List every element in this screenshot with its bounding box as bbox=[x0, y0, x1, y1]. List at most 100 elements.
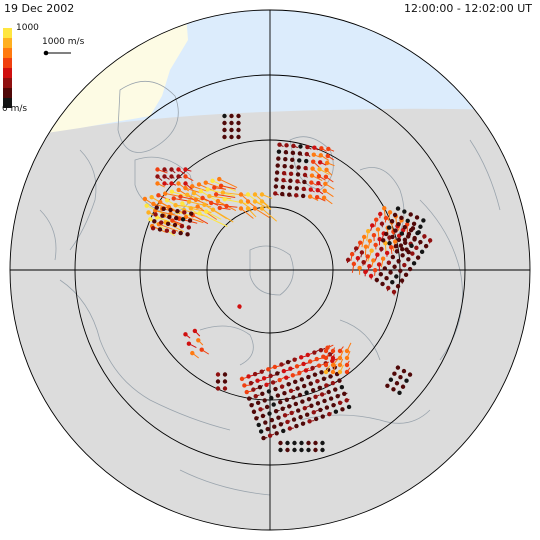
vector-dot bbox=[229, 114, 233, 118]
vector-dot bbox=[148, 217, 152, 221]
vector-dot bbox=[294, 424, 298, 428]
velocity-vector bbox=[181, 217, 185, 221]
vector-dot bbox=[181, 217, 185, 221]
vector-dot bbox=[400, 231, 404, 235]
vector-dot bbox=[236, 128, 240, 132]
vector-dot bbox=[277, 378, 281, 382]
velocity-vector bbox=[400, 253, 404, 257]
vector-dot bbox=[325, 161, 329, 165]
vector-dot bbox=[256, 401, 260, 405]
velocity-vector bbox=[282, 164, 286, 168]
vector-dot bbox=[394, 244, 398, 248]
velocity-vector bbox=[300, 377, 304, 381]
vector-dot bbox=[374, 218, 378, 222]
vector-dot bbox=[373, 243, 377, 247]
vector-dot bbox=[155, 167, 159, 171]
velocity-vector bbox=[400, 231, 404, 235]
vector-dot bbox=[252, 410, 256, 414]
vector-dot bbox=[328, 374, 332, 378]
vector-dot bbox=[297, 371, 301, 375]
velocity-vector bbox=[178, 231, 182, 235]
velocity-vector bbox=[285, 448, 289, 452]
vector-dot bbox=[406, 250, 410, 254]
velocity-vector bbox=[252, 410, 256, 414]
vector-dot bbox=[251, 387, 255, 391]
velocity-vector bbox=[222, 121, 226, 125]
velocity-vector bbox=[398, 375, 402, 379]
velocity-vector bbox=[289, 165, 293, 169]
vector-dot bbox=[223, 386, 227, 390]
vector-dot bbox=[301, 362, 305, 366]
vector-dot bbox=[282, 391, 286, 395]
velocity-vector bbox=[313, 448, 317, 452]
vector-dot bbox=[161, 207, 165, 211]
velocity-vector bbox=[334, 410, 338, 414]
vector-dot bbox=[294, 193, 298, 197]
vector-dot bbox=[217, 177, 221, 181]
vector-dot bbox=[322, 399, 326, 403]
vector-dot bbox=[197, 182, 201, 186]
vector-dot bbox=[173, 203, 177, 207]
vector-dot bbox=[319, 348, 323, 352]
vector-dot bbox=[424, 244, 428, 248]
velocity-vector bbox=[402, 209, 406, 213]
vector-dot bbox=[295, 179, 299, 183]
velocity-vector bbox=[229, 114, 233, 118]
vector-dot bbox=[384, 276, 388, 280]
time-range-label: 12:00:00 - 12:02:00 UT bbox=[404, 2, 532, 15]
velocity-vector bbox=[152, 219, 156, 223]
vector-dot bbox=[402, 369, 406, 373]
vector-dot bbox=[409, 212, 413, 216]
vector-dot bbox=[310, 166, 314, 170]
vector-dot bbox=[299, 441, 303, 445]
vector-dot bbox=[274, 409, 278, 413]
vector-dot bbox=[288, 366, 292, 370]
velocity-vector bbox=[340, 407, 344, 411]
velocity-vector bbox=[340, 385, 344, 389]
vector-dot bbox=[172, 196, 176, 200]
vector-dot bbox=[340, 385, 344, 389]
vector-dot bbox=[177, 188, 181, 192]
vector-dot bbox=[172, 230, 176, 234]
vector-dot bbox=[388, 270, 392, 274]
velocity-vector bbox=[397, 391, 401, 395]
vector-dot bbox=[158, 200, 162, 204]
velocity-vector bbox=[277, 149, 281, 153]
vector-dot bbox=[236, 114, 240, 118]
vector-dot bbox=[295, 364, 299, 368]
velocity-vector bbox=[280, 384, 284, 388]
vector-dot bbox=[313, 448, 317, 452]
scale-segment bbox=[3, 68, 12, 78]
vector-dot bbox=[401, 385, 405, 389]
velocity-vector bbox=[403, 241, 407, 245]
vector-dot bbox=[204, 180, 208, 184]
velocity-vector bbox=[412, 222, 416, 226]
vector-dot bbox=[376, 227, 380, 231]
velocity-vector bbox=[406, 234, 410, 238]
vector-dot bbox=[320, 448, 324, 452]
vector-dot bbox=[260, 392, 264, 396]
vector-dot bbox=[271, 380, 275, 384]
vector-dot bbox=[378, 212, 382, 216]
vector-dot bbox=[180, 201, 184, 205]
velocity-vector bbox=[265, 405, 269, 409]
vector-dot bbox=[366, 229, 370, 233]
vector-dot bbox=[317, 363, 321, 367]
vector-dot bbox=[189, 211, 193, 215]
velocity-vector bbox=[388, 270, 392, 274]
velocity-vector bbox=[415, 215, 419, 219]
vector-dot bbox=[362, 235, 366, 239]
vector-dot bbox=[316, 401, 320, 405]
vector-dot bbox=[397, 238, 401, 242]
vector-dot bbox=[214, 192, 218, 196]
vector-dot bbox=[156, 193, 160, 197]
vector-dot bbox=[155, 205, 159, 209]
velocity-vector bbox=[383, 266, 387, 270]
vector-dot bbox=[393, 213, 397, 217]
velocity-vector bbox=[390, 219, 394, 223]
vector-dot bbox=[305, 152, 309, 156]
vector-dot bbox=[145, 204, 149, 208]
vector-dot bbox=[152, 219, 156, 223]
vector-dot bbox=[260, 199, 264, 203]
vector-dot bbox=[278, 448, 282, 452]
